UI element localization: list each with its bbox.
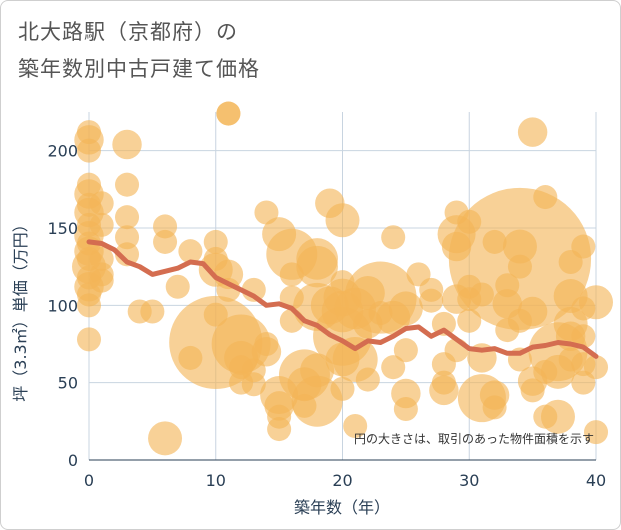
y-axis-ticks: 0 50 100 150 200 xyxy=(47,142,78,470)
x-tick-label: 20 xyxy=(332,471,352,490)
bubble-point xyxy=(482,395,507,420)
bubble-point xyxy=(89,212,114,237)
bubble-point xyxy=(325,203,360,238)
bubble-point xyxy=(457,308,482,333)
bubble-point xyxy=(241,372,266,397)
trend-line xyxy=(86,239,599,359)
x-axis-label: 築年数（年） xyxy=(294,498,390,517)
x-tick-label: 30 xyxy=(459,471,479,490)
bubble-point xyxy=(115,242,140,267)
bubble-point xyxy=(89,268,114,293)
bubble-point xyxy=(429,375,459,406)
bubble-point xyxy=(571,234,596,259)
bubble-point xyxy=(393,338,418,363)
bubble-point xyxy=(583,420,609,445)
bubble-point xyxy=(148,421,183,456)
bubble-point xyxy=(178,239,203,264)
bubble-point xyxy=(355,367,380,392)
y-tick-label: 200 xyxy=(47,142,78,161)
bubble-point xyxy=(291,375,343,427)
bubble-point xyxy=(140,299,165,324)
x-tick-label: 0 xyxy=(84,471,94,490)
bubble-point xyxy=(296,245,338,288)
y-axis-label: 坪（3.3㎡）単価（万円） xyxy=(11,216,30,401)
bubble-point xyxy=(89,191,114,216)
bubble-point xyxy=(507,254,532,279)
bubble-point xyxy=(533,185,558,210)
bubble-point xyxy=(115,225,140,250)
bubble-point xyxy=(251,337,282,367)
bubble-point xyxy=(76,293,102,318)
bubble-point xyxy=(393,396,418,421)
y-tick-label: 150 xyxy=(47,219,78,238)
bubble-point xyxy=(520,378,545,403)
chart-title-line-2: 築年数別中古戸建て価格 xyxy=(18,57,260,81)
bubble-point xyxy=(583,355,609,380)
chart-title-line-1: 北大路駅（京都府）の xyxy=(18,20,238,44)
bubble-point xyxy=(203,229,228,254)
bubble-point xyxy=(216,101,241,126)
bubble-point xyxy=(517,296,548,327)
bubble-point xyxy=(343,413,368,438)
bubble-point xyxy=(267,417,292,442)
y-tick-label: 50 xyxy=(58,374,78,393)
bubble-point xyxy=(388,291,423,326)
bubble-point xyxy=(330,376,355,401)
bubble-point xyxy=(153,229,178,254)
x-tick-label: 10 xyxy=(206,471,226,490)
x-tick-label: 40 xyxy=(586,471,606,490)
bubble-point xyxy=(540,399,575,434)
bubble-point xyxy=(254,200,279,225)
chart-title: 北大路駅（京都府）の 築年数別中古戸建て価格 xyxy=(18,14,260,88)
bubble-point xyxy=(216,277,241,302)
bubble-series xyxy=(72,101,613,456)
trend-series xyxy=(86,239,599,359)
bubble-point xyxy=(115,205,140,230)
bubble-point xyxy=(115,172,140,197)
bubble-point xyxy=(579,285,613,320)
bubble-point xyxy=(571,324,596,349)
bubble-point xyxy=(502,229,537,264)
size-note: 円の大きさは、取引のあった物件面積を示す xyxy=(354,431,594,446)
bubble-point xyxy=(165,274,190,299)
y-tick-label: 100 xyxy=(47,296,78,315)
bubble-point xyxy=(112,129,142,160)
x-axis-ticks: 0 10 20 30 40 xyxy=(84,471,606,490)
bubble-point xyxy=(517,117,548,147)
bubble-point xyxy=(431,311,456,336)
bubble-point xyxy=(76,327,102,352)
y-tick-label: 0 xyxy=(68,451,78,470)
bubble-point xyxy=(381,225,406,250)
bubble-point xyxy=(381,355,406,380)
bubble-point xyxy=(76,138,102,163)
bubble-point xyxy=(419,288,444,313)
